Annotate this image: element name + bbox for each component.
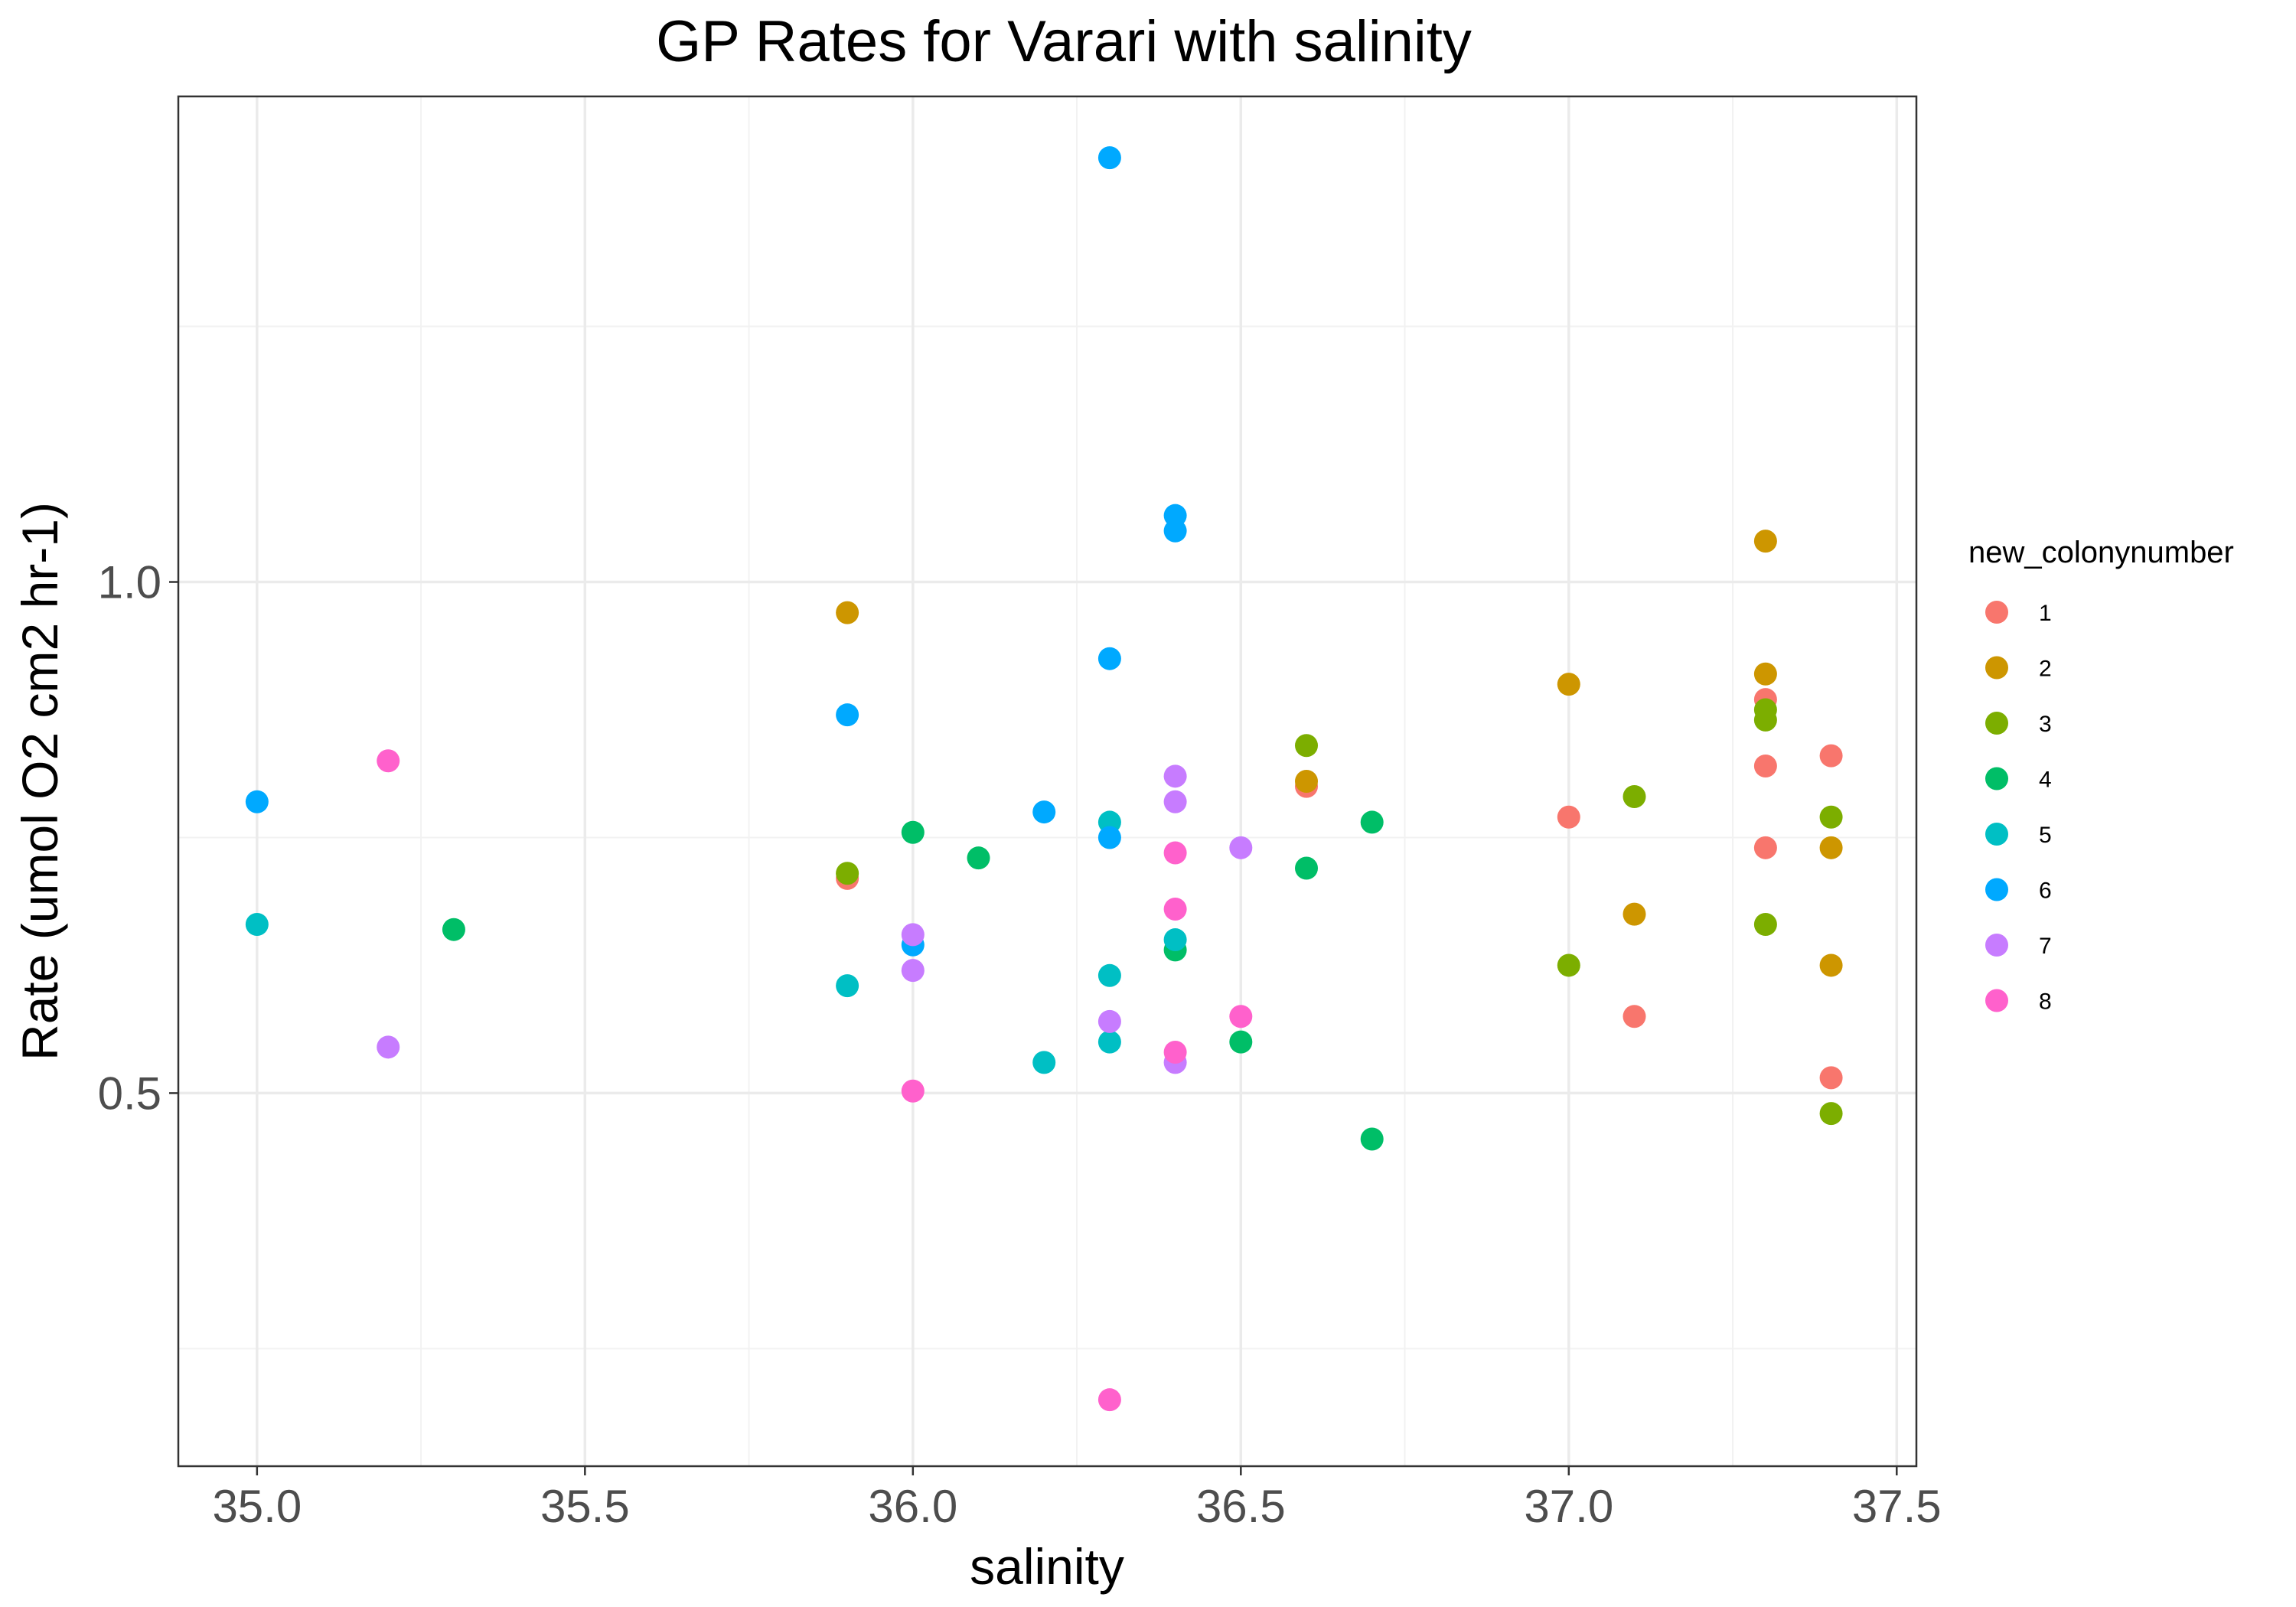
data-point-colony-6	[1097, 826, 1121, 849]
data-point-colony-8	[1163, 841, 1187, 865]
legend-key-2	[1985, 656, 2008, 680]
legend-label: 4	[2039, 768, 2052, 793]
data-point-colony-5	[1097, 1030, 1121, 1054]
x-tick-label: 35.0	[212, 1481, 302, 1532]
data-point-colony-7	[1163, 764, 1187, 788]
data-point-colony-3	[836, 862, 859, 885]
legend-key-6	[1985, 878, 2008, 901]
data-point-colony-6	[1097, 146, 1121, 170]
data-point-colony-7	[901, 959, 925, 983]
data-point-colony-7	[1097, 1009, 1121, 1033]
data-point-colony-8	[901, 1079, 925, 1103]
data-point-colony-4	[1360, 1127, 1384, 1151]
data-point-colony-1	[1753, 836, 1777, 859]
data-point-colony-2	[1819, 953, 1843, 977]
x-tick-label: 37.5	[1852, 1481, 1942, 1532]
data-point-colony-3	[1557, 953, 1580, 977]
data-point-colony-1	[1819, 744, 1843, 768]
data-point-colony-3	[1623, 785, 1646, 809]
legend-label: 3	[2039, 712, 2052, 737]
y-tick-label: 1.0	[98, 557, 161, 608]
data-point-colony-8	[1163, 897, 1187, 921]
x-axis-ticks: 35.0 35.5 36.0 36.5 37.0 37.5	[212, 1466, 1942, 1532]
legend-key-5	[1985, 823, 2008, 846]
data-point-colony-7	[901, 923, 925, 947]
x-tick-label: 35.5	[540, 1481, 630, 1532]
data-point-colony-3	[1819, 1102, 1843, 1126]
minor-gridlines	[178, 96, 1916, 1466]
data-point-colony-2	[1753, 530, 1777, 553]
x-tick-label: 36.0	[868, 1481, 957, 1532]
legend-label: 8	[2039, 989, 2052, 1015]
legend-label: 1	[2039, 601, 2052, 626]
data-point-colony-6	[836, 703, 859, 727]
data-point-colony-8	[1163, 1040, 1187, 1064]
legend-title: new_colonynumber	[1968, 536, 2234, 569]
data-point-colony-1	[1753, 754, 1777, 777]
legend-key-1	[1985, 601, 2008, 624]
chart-title: GP Rates for Varari with salinity	[656, 9, 1472, 74]
data-point-colony-4	[967, 846, 990, 870]
data-point-colony-2	[1557, 673, 1580, 696]
legend-label: 5	[2039, 823, 2052, 848]
legend: new_colonynumber 1 2 3 4 5 6 7 8	[1968, 536, 2234, 1015]
data-point-colony-7	[1229, 836, 1253, 859]
y-tick-label: 0.5	[98, 1068, 161, 1119]
data-point-colony-8	[1097, 1388, 1121, 1412]
data-point-colony-4	[1229, 1030, 1253, 1054]
data-point-colony-6	[1032, 800, 1056, 824]
data-point-colony-3	[1753, 708, 1777, 732]
data-point-colony-7	[1163, 790, 1187, 813]
x-tick-label: 37.0	[1524, 1481, 1613, 1532]
data-point-colony-2	[836, 601, 859, 624]
data-points	[245, 146, 1843, 1412]
x-tick-label: 36.5	[1196, 1481, 1286, 1532]
data-point-colony-1	[1623, 1005, 1646, 1028]
data-point-colony-5	[1163, 928, 1187, 952]
data-point-colony-2	[1753, 662, 1777, 686]
data-point-colony-4	[1295, 856, 1319, 880]
legend-key-8	[1985, 989, 2008, 1012]
data-point-colony-5	[1032, 1051, 1056, 1074]
data-point-colony-4	[1360, 810, 1384, 834]
legend-key-7	[1985, 934, 2008, 957]
data-point-colony-7	[377, 1035, 400, 1059]
data-point-colony-2	[1295, 770, 1319, 793]
data-point-colony-6	[1097, 647, 1121, 670]
legend-label: 2	[2039, 657, 2052, 682]
x-axis-title: salinity	[970, 1538, 1124, 1595]
data-point-colony-5	[836, 974, 859, 998]
data-point-colony-2	[1623, 902, 1646, 926]
y-axis-title: Rate (umol O2 cm2 hr-1)	[11, 502, 68, 1061]
data-point-colony-1	[1819, 1066, 1843, 1090]
data-point-colony-8	[1229, 1005, 1253, 1028]
major-gridlines	[178, 96, 1916, 1466]
data-point-colony-1	[1557, 805, 1580, 829]
y-axis-ticks: 0.5 1.0	[98, 557, 178, 1119]
legend-items: 1 2 3 4 5 6 7 8	[1985, 601, 2052, 1015]
data-point-colony-3	[1753, 913, 1777, 937]
data-point-colony-5	[245, 913, 269, 937]
data-point-colony-4	[442, 918, 465, 941]
data-point-colony-3	[1819, 805, 1843, 829]
legend-key-4	[1985, 767, 2008, 790]
data-point-colony-2	[1819, 836, 1843, 859]
legend-label: 6	[2039, 878, 2052, 904]
legend-label: 7	[2039, 934, 2052, 959]
data-point-colony-4	[901, 820, 925, 844]
data-point-colony-8	[377, 749, 400, 773]
legend-key-3	[1985, 712, 2008, 735]
data-point-colony-5	[1097, 963, 1121, 987]
data-point-colony-6	[1163, 519, 1187, 543]
data-point-colony-3	[1295, 734, 1319, 758]
data-point-colony-6	[245, 790, 269, 813]
plot-panel-border	[177, 95, 1918, 1468]
